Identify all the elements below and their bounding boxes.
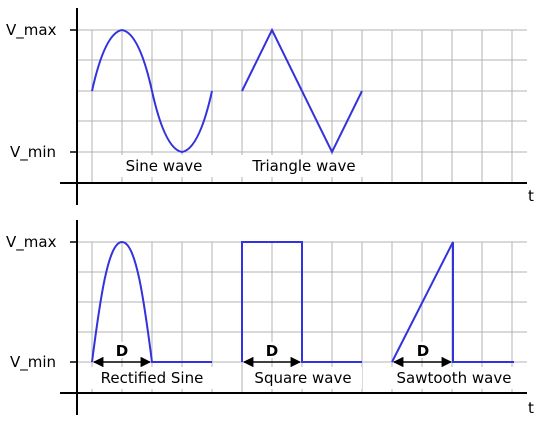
top-t-label: t [528, 187, 534, 205]
top-vmax-label: V_max [6, 21, 57, 40]
sawtooth-duration-label: D [417, 342, 429, 360]
rectified-duration-label: D [116, 342, 128, 360]
rectified-sine-wave [91, 240, 212, 363]
sawtooth-wave-label: Sawtooth wave [397, 369, 512, 387]
square-wave [241, 241, 362, 363]
square-wave-label: Square wave [254, 369, 351, 387]
sine-wave [91, 28, 213, 154]
bottom-panel: V_max V_min t D D D Rectified Sine Squar… [6, 220, 534, 417]
top-panel: V_max V_min t Sine wave Triangle wave [6, 8, 534, 205]
sawtooth-wave [391, 241, 514, 363]
triangle-wave [241, 27, 363, 155]
sine-wave-label: Sine wave [126, 157, 203, 175]
triangle-wave-label: Triangle wave [251, 157, 355, 175]
top-vmin-label: V_min [10, 143, 56, 162]
bottom-vmin-label: V_min [10, 353, 56, 372]
bottom-t-label: t [528, 399, 534, 417]
rectified-sine-label: Rectified Sine [101, 369, 204, 387]
bottom-vmax-label: V_max [6, 233, 57, 252]
square-duration-label: D [266, 342, 278, 360]
